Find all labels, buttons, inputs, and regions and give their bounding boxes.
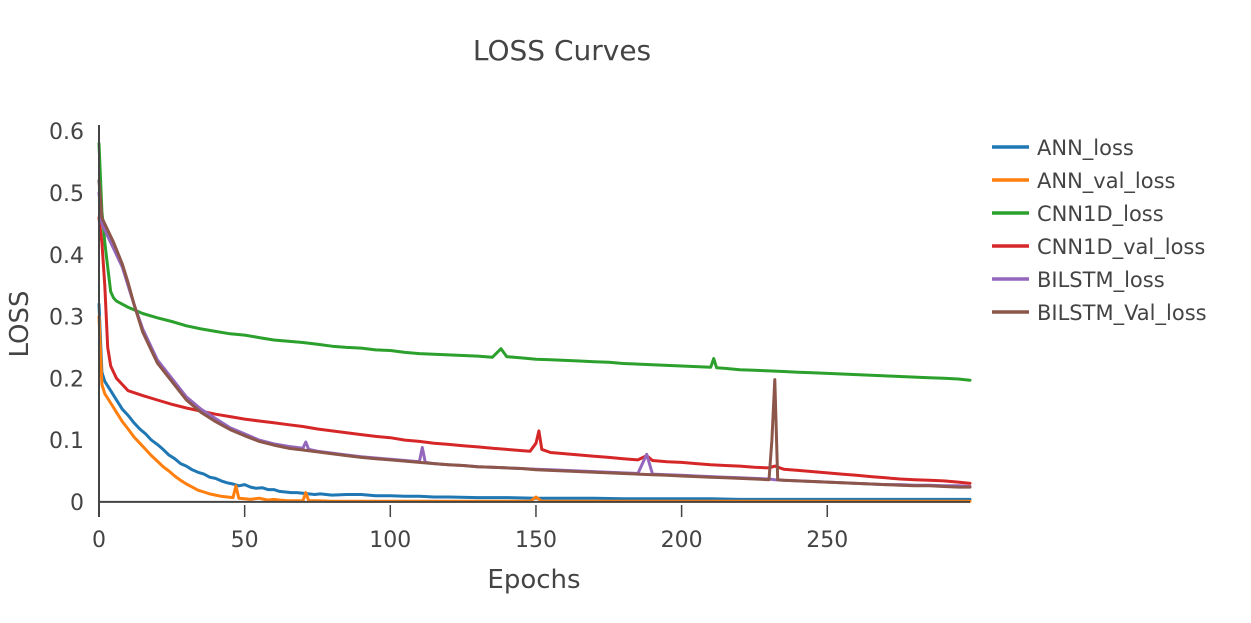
series-line-cnn1d-val-loss bbox=[97, 216, 972, 485]
y-tick-label: 0.2 bbox=[49, 367, 84, 392]
series-line-bilstm-loss bbox=[97, 191, 972, 488]
y-tick-label: 0.6 bbox=[49, 120, 84, 145]
x-tick-label: 0 bbox=[92, 528, 106, 553]
legend: ANN_loss ANN_val_loss CNN1D_loss CNN1D_val_… bbox=[992, 136, 1207, 326]
plot-area bbox=[97, 142, 972, 503]
x-axis-title: Epochs bbox=[487, 565, 580, 595]
y-axis-title: LOSS bbox=[5, 290, 35, 357]
legend-label: ANN_loss bbox=[1037, 136, 1134, 161]
y-tick-label: 0.4 bbox=[49, 244, 84, 269]
chart-title: LOSS Curves bbox=[473, 34, 651, 67]
legend-label: BILSTM_Val_loss bbox=[1037, 301, 1207, 326]
legend-label: CNN1D_val_loss bbox=[1037, 235, 1205, 260]
x-tick-label: 250 bbox=[806, 528, 848, 553]
x-tick-label: 200 bbox=[661, 528, 703, 553]
y-tick-label: 0.5 bbox=[49, 182, 84, 207]
x-tick-label: 150 bbox=[515, 528, 557, 553]
axes: 0 50 100 150 200 250 0 0.1 0.2 0.3 0.4 0.5 0.6 bbox=[49, 120, 970, 553]
legend-label: ANN_val_loss bbox=[1037, 169, 1175, 194]
y-tick-label: 0 bbox=[70, 491, 84, 516]
x-tick-label: 50 bbox=[231, 528, 259, 553]
series-line-cnn1d-loss bbox=[97, 142, 972, 382]
x-tick-label: 100 bbox=[369, 528, 411, 553]
legend-label: CNN1D_loss bbox=[1037, 202, 1164, 227]
y-tick-label: 0.1 bbox=[49, 429, 84, 454]
legend-label: BILSTM_loss bbox=[1037, 268, 1165, 293]
series-line-bilstm-val-loss bbox=[97, 179, 972, 489]
y-tick-label: 0.3 bbox=[49, 306, 84, 331]
series-line-ann-loss bbox=[97, 302, 972, 501]
